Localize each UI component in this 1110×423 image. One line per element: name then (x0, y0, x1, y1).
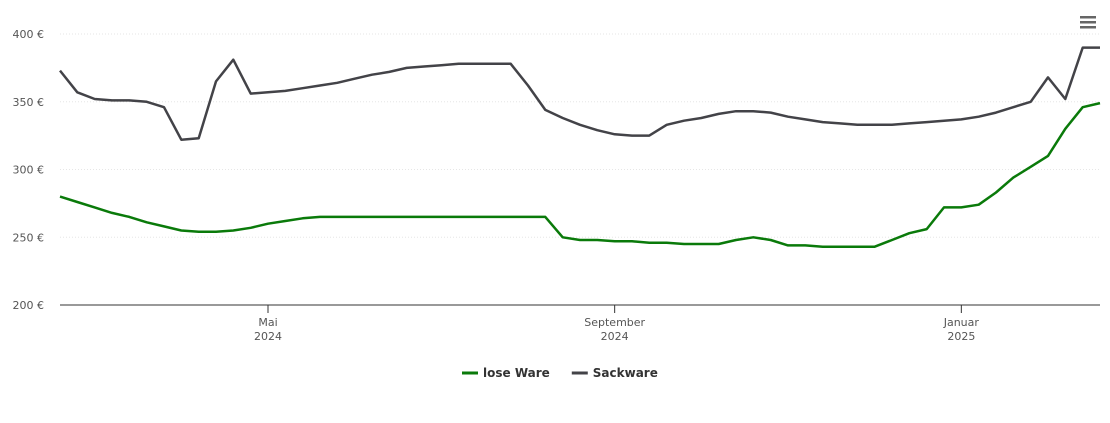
x-tick-label: Januar 2025 (943, 316, 980, 343)
y-tick-label: 350 € (13, 96, 45, 109)
y-tick-label: 250 € (13, 231, 45, 244)
menu-bar (1080, 21, 1096, 24)
menu-bar (1080, 26, 1096, 29)
y-tick-label: 400 € (13, 28, 45, 41)
menu-bar (1080, 16, 1096, 19)
legend-label: lose Ware (483, 366, 550, 380)
legend: lose Ware Sackware (462, 366, 658, 380)
legend-label: Sackware (593, 366, 658, 380)
menu-icon[interactable] (1080, 16, 1096, 29)
x-tick-label: Mai 2024 (254, 316, 282, 343)
y-tick-label: 200 € (13, 299, 45, 312)
legend-item[interactable]: lose Ware (462, 366, 550, 380)
series-line (59, 101, 1101, 248)
legend-item[interactable]: Sackware (571, 366, 658, 380)
x-tick-label: September 2024 (584, 316, 645, 343)
series-line (59, 46, 1100, 141)
y-tick-label: 300 € (13, 164, 45, 177)
